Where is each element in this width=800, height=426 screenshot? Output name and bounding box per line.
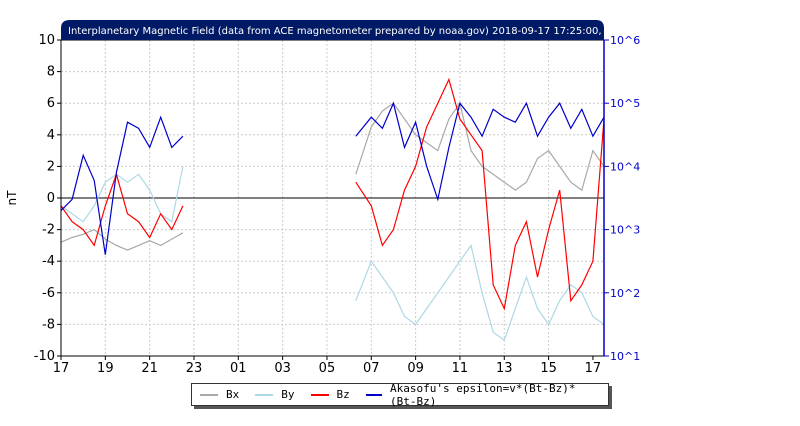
x-tick-label: 07 (363, 361, 380, 376)
series-line-1 (60, 166, 605, 342)
series-line-3 (60, 101, 605, 255)
right-tick-label: 10^3 (610, 224, 640, 237)
y-tick-label: 4 (47, 128, 55, 143)
x-tick-label: 17 (585, 361, 602, 376)
chart-title: Interplanetary Magnetic Field (data from… (68, 26, 625, 37)
x-tick-label: 13 (496, 361, 513, 376)
y-tick-label: 10 (38, 33, 55, 48)
right-tick-label: 10^5 (610, 97, 640, 110)
x-tick-label: 01 (230, 361, 247, 376)
legend: Bx By Bz Akasofu's epsilon=v*(Bt-Bz)*(Bt… (191, 381, 609, 408)
legend-bz: Bz (310, 388, 350, 401)
legend-eps-label: Akasofu's epsilon=v*(Bt-Bz)*(Bt-Bz) (390, 381, 576, 408)
y-tick-label: -8 (42, 317, 55, 332)
y-tick-label: 0 (47, 191, 55, 206)
series-group (60, 77, 605, 342)
series-line-2 (60, 77, 605, 311)
x-tick-label: 17 (53, 361, 70, 376)
x-tick-label: 05 (319, 361, 336, 376)
x-ticks: 17 19 21 23 01 03 05 07 09 11 13 15 17 (53, 356, 601, 376)
title-bar (61, 20, 604, 40)
x-tick-label: 09 (407, 361, 424, 376)
right-tick-label: 10^4 (610, 160, 640, 173)
legend-bx: Bx (200, 388, 239, 401)
x-tick-label: 19 (97, 361, 114, 376)
legend-by-label: By (281, 388, 295, 401)
y-tick-label: -4 (42, 254, 55, 269)
legend-by: By (255, 388, 295, 401)
legend-by-swatch (255, 393, 274, 396)
right-ticks: 10^6 10^5 10^4 10^3 10^2 10^1 (604, 34, 640, 363)
x-tick-label: 03 (274, 361, 291, 376)
x-tick-label: 21 (141, 361, 158, 376)
y-tick-label: 8 (47, 65, 55, 80)
y-tick-label: -10 (34, 349, 55, 364)
y-tick-label: -2 (42, 223, 55, 238)
right-tick-label: 10^1 (610, 350, 640, 363)
right-tick-label: 10^2 (610, 287, 640, 300)
y-tick-label: 2 (47, 159, 55, 174)
legend-bx-swatch (200, 393, 218, 396)
x-tick-label: 15 (540, 361, 557, 376)
legend-bz-label: Bz (336, 388, 350, 401)
legend-eps-swatch (365, 393, 383, 396)
series-line-0 (60, 101, 605, 251)
y-tick-label: -6 (42, 286, 55, 301)
x-tick-label: 11 (452, 361, 469, 376)
legend-bz-swatch (310, 393, 329, 396)
legend-eps: Akasofu's epsilon=v*(Bt-Bz)*(Bt-Bz) (365, 381, 600, 408)
y-axis-label: nT (5, 190, 19, 206)
y-ticks: 10 8 6 4 2 0 -2 -4 -6 -8 -10 (34, 33, 61, 364)
legend-bx-label: Bx (226, 388, 240, 401)
y-tick-label: 6 (47, 96, 55, 111)
x-tick-label: 23 (186, 361, 203, 376)
right-tick-label: 10^6 (610, 34, 640, 47)
